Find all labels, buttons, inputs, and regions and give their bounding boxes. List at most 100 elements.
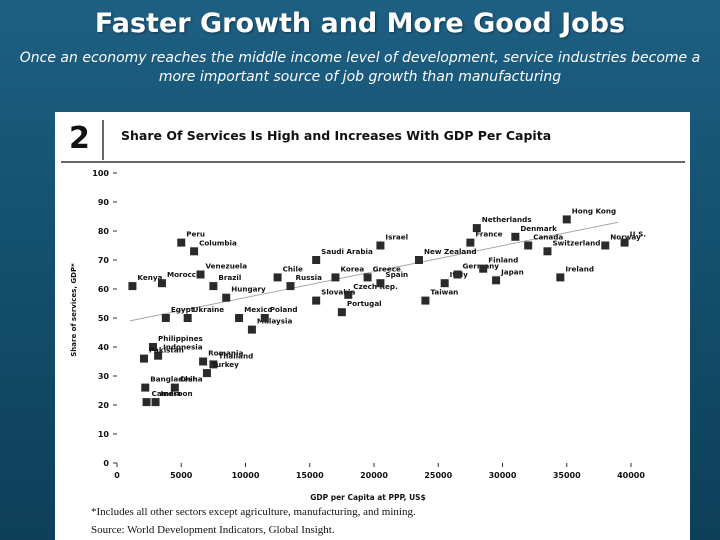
data-point (161, 314, 170, 322)
data-point (148, 343, 157, 351)
source-note: Source: World Development Indicators, Gl… (91, 524, 335, 536)
point-label: Ireland (565, 264, 594, 273)
data-point (453, 270, 462, 279)
point-label: Mexico (244, 305, 272, 314)
data-point (157, 279, 166, 288)
point-label: Slovakia (321, 288, 355, 297)
slide-subtitle: Once an economy reaches the middle incom… (19, 50, 701, 85)
data-point (479, 264, 488, 273)
point-label: New Zealand (424, 247, 477, 256)
point-label: Finland (488, 256, 518, 265)
point-label: Hungary (231, 285, 266, 294)
y-tick-label: 50 (98, 314, 110, 323)
chart-title: Share Of Services Is High and Increases … (121, 128, 551, 143)
point-label: Venezuela (206, 262, 248, 271)
data-point (511, 232, 520, 241)
y-tick-label: 10 (98, 430, 110, 439)
data-point (363, 273, 372, 282)
data-point (344, 290, 353, 299)
data-point (376, 241, 385, 250)
data-point (199, 357, 208, 366)
figure-panel: 2 Share Of Services Is High and Increase… (55, 112, 690, 540)
y-tick-label: 90 (98, 198, 110, 207)
data-point (154, 351, 163, 360)
data-point (421, 296, 430, 305)
point-label: Russia (295, 273, 322, 282)
data-point (183, 314, 192, 322)
x-tick-label: 15000 (296, 471, 324, 480)
y-tick-label: 100 (92, 169, 109, 178)
point-label: Romania (208, 349, 243, 358)
data-point (312, 296, 321, 305)
point-label: Czech Rep. (353, 282, 398, 291)
point-label: Thailand (218, 351, 253, 360)
point-label: Denmark (520, 224, 557, 233)
footnote: *Includes all other sectors except agric… (91, 506, 416, 518)
data-point (337, 308, 346, 317)
y-tick-label: 60 (98, 285, 110, 294)
scatter-chart: 2 Share Of Services Is High and Increase… (61, 120, 685, 502)
point-label: Ukraine (193, 305, 225, 314)
point-label: Canada (533, 233, 563, 242)
data-point (222, 293, 231, 302)
point-label: Taiwan (430, 288, 458, 297)
data-point (601, 241, 610, 250)
data-point (139, 354, 148, 363)
point-label: Indonesia (163, 343, 203, 352)
data-point (414, 256, 423, 264)
x-tick-label: 25000 (424, 471, 452, 480)
point-label: Brazil (218, 273, 241, 282)
data-point (177, 238, 186, 247)
y-tick-label: 80 (98, 227, 110, 236)
point-label: Switzerland (552, 238, 600, 247)
y-tick-label: 30 (98, 372, 110, 381)
point-label: Pakistan (149, 346, 184, 355)
data-point (331, 273, 340, 282)
data-point (472, 224, 481, 233)
point-label: Israel (385, 233, 408, 242)
point-label: Bangladesh (150, 375, 197, 384)
data-point (286, 282, 295, 291)
data-point (202, 369, 211, 378)
x-tick-label: 20000 (360, 471, 388, 480)
point-label: Peru (186, 230, 205, 239)
y-tick-label: 0 (103, 459, 109, 468)
y-tick-label: 40 (98, 343, 110, 352)
point-label: Egypt (171, 305, 195, 314)
trendline (129, 221, 619, 322)
data-point (543, 247, 552, 256)
point-label: China (180, 375, 203, 384)
y-tick-label: 20 (98, 401, 110, 410)
data-point (170, 383, 179, 392)
data-point (312, 256, 321, 264)
point-label: Turkey (212, 360, 239, 369)
point-label: Korea (340, 264, 364, 273)
data-point (524, 241, 533, 250)
point-label: Philippines (158, 334, 203, 343)
y-axis-label: Share of services, GDP* (70, 263, 78, 357)
point-label: Cameroon (152, 389, 193, 398)
figure-number: 2 (69, 121, 90, 156)
data-point (209, 282, 218, 291)
point-label: Malaysia (257, 317, 293, 326)
data-point (151, 398, 160, 407)
data-point (556, 273, 565, 282)
point-label: Poland (270, 305, 298, 314)
x-tick-label: 0 (114, 471, 120, 480)
point-label: Kenya (137, 273, 162, 282)
point-label: Saudi Arabia (321, 247, 373, 256)
data-point (141, 383, 150, 392)
data-point (142, 398, 151, 407)
data-point (235, 314, 244, 322)
y-tick-label: 70 (98, 256, 110, 265)
point-label: Japan (500, 267, 524, 276)
data-point (247, 325, 256, 334)
point-label: Morocco (167, 270, 201, 279)
x-tick-label: 35000 (553, 471, 581, 480)
point-label: Greece (373, 264, 401, 273)
data-point (273, 273, 282, 282)
x-tick-label: 40000 (617, 471, 645, 480)
point-label: Spain (385, 270, 408, 279)
point-label: France (475, 230, 502, 239)
data-point (466, 238, 475, 247)
